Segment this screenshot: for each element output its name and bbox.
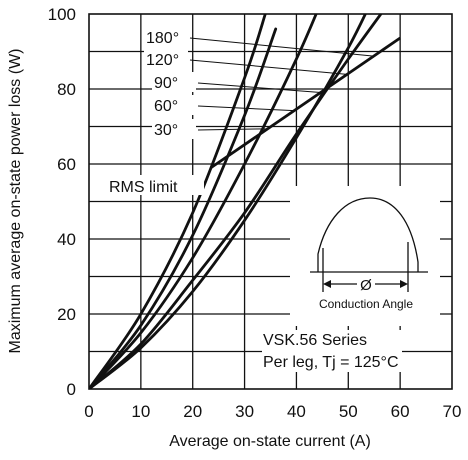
rms-label-background: [106, 175, 204, 195]
series-labels: 180° 120° 90° 60° 30°: [144, 27, 374, 139]
inset-caption: Conduction Angle: [319, 297, 413, 311]
curve-90: [89, 14, 318, 389]
rms-limit-line: [210, 36, 401, 169]
x-tick-label: 0: [84, 402, 93, 421]
tick-labels: 0 10 20 30 40 50 60 70 0 20 40 60 80 100: [48, 5, 462, 421]
y-tick-label: 20: [57, 305, 76, 324]
y-tick-label: 0: [67, 380, 76, 399]
inset-background: [290, 186, 440, 326]
y-tick-label: 80: [57, 80, 76, 99]
x-tick-label: 20: [183, 402, 202, 421]
x-tick-label: 60: [391, 402, 410, 421]
y-axis-title: Maximum average on-state power loss (W): [7, 49, 24, 354]
series-label-background: [144, 49, 188, 69]
y-tick-label: 60: [57, 155, 76, 174]
inset-phi-mask: [357, 274, 375, 292]
inset-phi-label: Ø: [360, 277, 372, 294]
series-label-background: [144, 27, 188, 47]
series-label-background: [152, 119, 196, 139]
x-tick-label: 50: [339, 402, 358, 421]
series-label-60: 60°: [154, 98, 178, 115]
inset-arrow-left-icon: [323, 280, 331, 288]
leader-line: [197, 105, 295, 112]
series-label-background: [152, 95, 196, 115]
y-tick-label: 100: [48, 5, 76, 24]
leader-line: [197, 128, 268, 131]
x-tick-label: 30: [235, 402, 254, 421]
x-tick-label: 40: [287, 402, 306, 421]
y-tick-label: 40: [57, 230, 76, 249]
leader-line: [189, 59, 348, 75]
x-axis-title: Average on-state current (A): [169, 433, 371, 450]
leader-line: [197, 82, 321, 93]
inset-arrow-right-icon: [400, 280, 408, 288]
series-box-background: [262, 330, 402, 372]
series-label-background: [152, 72, 196, 92]
series-name-label: VSK.56 Series: [263, 332, 367, 349]
x-tick-label: 70: [443, 402, 462, 421]
rms-limit-group: [210, 36, 401, 169]
inset-sine-wave: [317, 197, 419, 272]
series-label-120: 120°: [146, 52, 179, 69]
leader-line: [189, 37, 374, 57]
series-label-180: 180°: [146, 30, 179, 47]
curve-180: [89, 14, 267, 389]
curves: [89, 14, 383, 389]
curve-120: [89, 27, 278, 389]
curve-30: [89, 14, 383, 389]
series-label-30: 30°: [154, 122, 178, 139]
rms-limit-label: RMS limit: [109, 179, 178, 196]
x-tick-label: 10: [131, 402, 150, 421]
condition-label: Per leg, Tj = 125°C: [263, 354, 399, 371]
conduction-angle-inset: Ø Conduction Angle: [290, 186, 440, 326]
plot-frame: [88, 13, 453, 390]
curve-60: [89, 14, 367, 389]
series-label-90: 90°: [154, 75, 178, 92]
